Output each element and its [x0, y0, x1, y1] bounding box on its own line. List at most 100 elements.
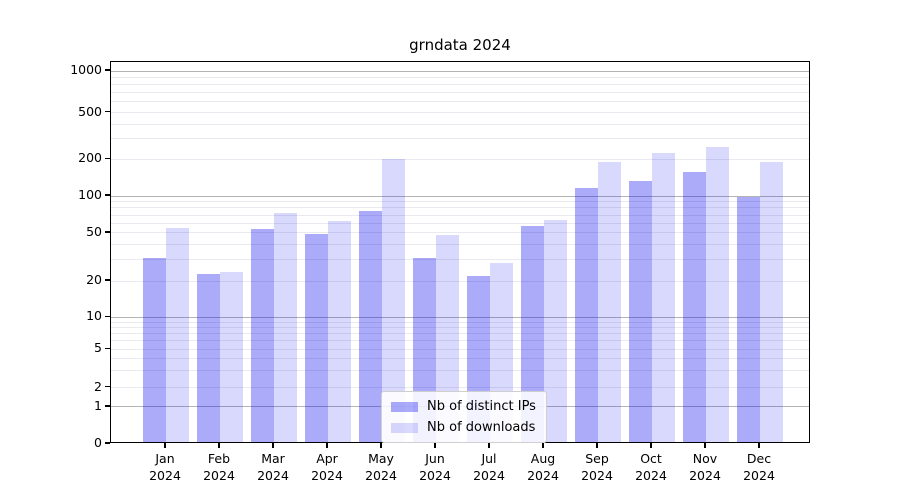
y-axis-tick [105, 315, 110, 318]
legend-item: Nb of distinct IPs [391, 397, 536, 416]
chart-title: grndata 2024 [409, 36, 511, 54]
gridline-minor [111, 327, 809, 329]
gridline-minor [111, 358, 809, 360]
bar-downloads-jun [436, 235, 459, 442]
x-axis-tick-label: Feb 2024 [203, 451, 235, 483]
y-axis-tick [105, 347, 110, 350]
x-axis-tick-label: Jan 2024 [149, 451, 181, 483]
x-axis-tick-label: Sep 2024 [581, 451, 613, 483]
bar-distinct-ips-feb [197, 274, 220, 442]
gridline-minor [111, 158, 809, 160]
x-axis-tick [434, 443, 436, 448]
x-axis-tick [326, 443, 328, 448]
y-axis-tick-label: 100 [78, 187, 102, 202]
y-axis-tick [105, 69, 110, 71]
gridline-minor [111, 333, 809, 335]
gridline-major [111, 195, 809, 197]
gridline-minor [111, 112, 809, 114]
x-axis-tick [218, 443, 220, 448]
gridline-minor [111, 370, 809, 372]
gridline-minor [111, 348, 809, 350]
bar-downloads-apr [328, 221, 351, 442]
x-axis-tick [164, 443, 166, 448]
bar-distinct-ips-may [359, 210, 382, 442]
bar-distinct-ips-oct [629, 181, 652, 442]
legend-item: Nb of downloads [391, 418, 536, 437]
bar-downloads-sep [598, 162, 621, 442]
legend-swatch-distinct-ips [391, 401, 418, 412]
x-axis-tick-label: May 2024 [365, 451, 397, 483]
gridline-major [111, 70, 809, 72]
x-axis-tick-label: Aug 2024 [527, 451, 559, 483]
legend-swatch-downloads [391, 422, 418, 433]
x-axis-tick [596, 443, 598, 448]
bar-downloads-aug [544, 219, 567, 442]
gridline-minor [111, 138, 809, 140]
y-axis-tick-label: 200 [78, 150, 102, 166]
bar-distinct-ips-apr [305, 234, 328, 442]
y-axis-tick [105, 442, 110, 444]
bar-distinct-ips-sep [575, 188, 598, 442]
plot-area: Nb of distinct IPs Nb of downloads [110, 61, 810, 443]
x-axis-tick-label: Nov 2024 [689, 451, 721, 483]
legend-label: Nb of distinct IPs [427, 399, 536, 414]
y-axis-tick [105, 279, 110, 281]
y-axis-tick-label: 0 [94, 435, 102, 450]
gridline-minor [111, 280, 809, 282]
x-axis-tick [758, 443, 760, 448]
y-axis-tick-label: 50 [86, 223, 102, 239]
bar-distinct-ips-aug [521, 225, 544, 442]
y-axis-tick-label: 20 [86, 272, 102, 287]
y-axis-tick [105, 405, 110, 407]
y-axis-tick-label: 500 [78, 103, 102, 119]
gridline-minor [111, 201, 809, 203]
x-axis-tick-label: Mar 2024 [257, 451, 289, 483]
bar-distinct-ips-nov [683, 171, 706, 442]
gridline-minor [111, 387, 809, 389]
gridline-minor [111, 259, 809, 261]
y-axis-tick-label: 2 [94, 378, 102, 394]
x-axis-tick [380, 443, 382, 448]
y-axis-tick-label: 1000 [70, 62, 102, 77]
gridline-minor [111, 340, 809, 342]
bar-downloads-oct [652, 153, 675, 442]
gridline-minor [111, 232, 809, 234]
gridline-minor [111, 83, 809, 85]
x-axis-tick-label: Dec 2024 [743, 451, 775, 483]
x-axis-tick [272, 443, 274, 448]
y-axis-tick-label: 10 [86, 308, 102, 324]
gridline-major [111, 316, 809, 318]
gridline-minor [111, 244, 809, 246]
gridline-minor [111, 214, 809, 216]
y-axis-tick [105, 157, 110, 160]
gridline-minor [111, 321, 809, 323]
y-axis-tick-label: 1 [94, 397, 102, 413]
y-axis-tick [105, 194, 110, 196]
bar-downloads-jan [166, 227, 189, 442]
bar-distinct-ips-mar [251, 228, 274, 442]
y-axis-tick [105, 110, 110, 113]
x-axis-tick [488, 443, 490, 448]
gridline-minor [111, 207, 809, 209]
bar-downloads-nov [706, 147, 729, 442]
x-axis-tick-label: Apr 2024 [311, 451, 343, 483]
x-axis-tick [704, 443, 706, 448]
bar-distinct-ips-dec [737, 197, 760, 442]
x-axis-tick-label: Jul 2024 [473, 451, 505, 483]
y-axis-tick [105, 385, 110, 388]
legend: Nb of distinct IPs Nb of downloads [381, 391, 547, 443]
bar-downloads-dec [760, 161, 783, 442]
bar-downloads-mar [274, 213, 297, 442]
y-axis-tick-label: 5 [94, 340, 102, 356]
x-axis-tick [650, 443, 652, 448]
x-axis-tick-label: Jun 2024 [419, 451, 451, 483]
gridline-minor [111, 76, 809, 78]
gridline-minor [111, 91, 809, 93]
x-axis-tick [542, 443, 544, 448]
x-axis-tick-label: Oct 2024 [635, 451, 667, 483]
legend-label: Nb of downloads [427, 420, 536, 435]
bar-downloads-feb [220, 271, 243, 442]
y-axis-tick [105, 231, 110, 233]
gridline-minor [111, 222, 809, 224]
